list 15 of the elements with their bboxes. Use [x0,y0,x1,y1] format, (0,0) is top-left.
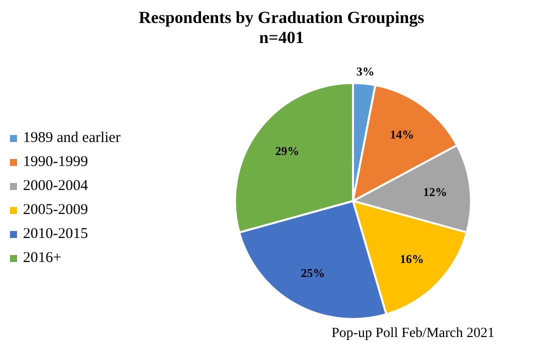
legend-label: 1990-1999 [23,153,88,172]
data-label: 25% [300,266,325,280]
data-label: 16% [400,252,424,266]
chart-subtitle: n=401 [258,28,305,48]
data-label: 3% [356,64,374,79]
chart-title: Respondents by Graduation Groupings [138,8,426,28]
legend-label: 2010-2015 [23,225,88,244]
legend-label: 1989 and earlier [23,129,120,148]
data-label: 14% [390,127,414,142]
legend-label: 2016+ [23,249,62,268]
text: Pop-up Poll Feb/March 2021 [330,326,496,342]
data-label: 29% [275,144,300,158]
legend-label: 2005-2009 [23,201,88,220]
legend-label: 2000-2004 [23,177,88,196]
data-label: 12% [423,184,448,199]
